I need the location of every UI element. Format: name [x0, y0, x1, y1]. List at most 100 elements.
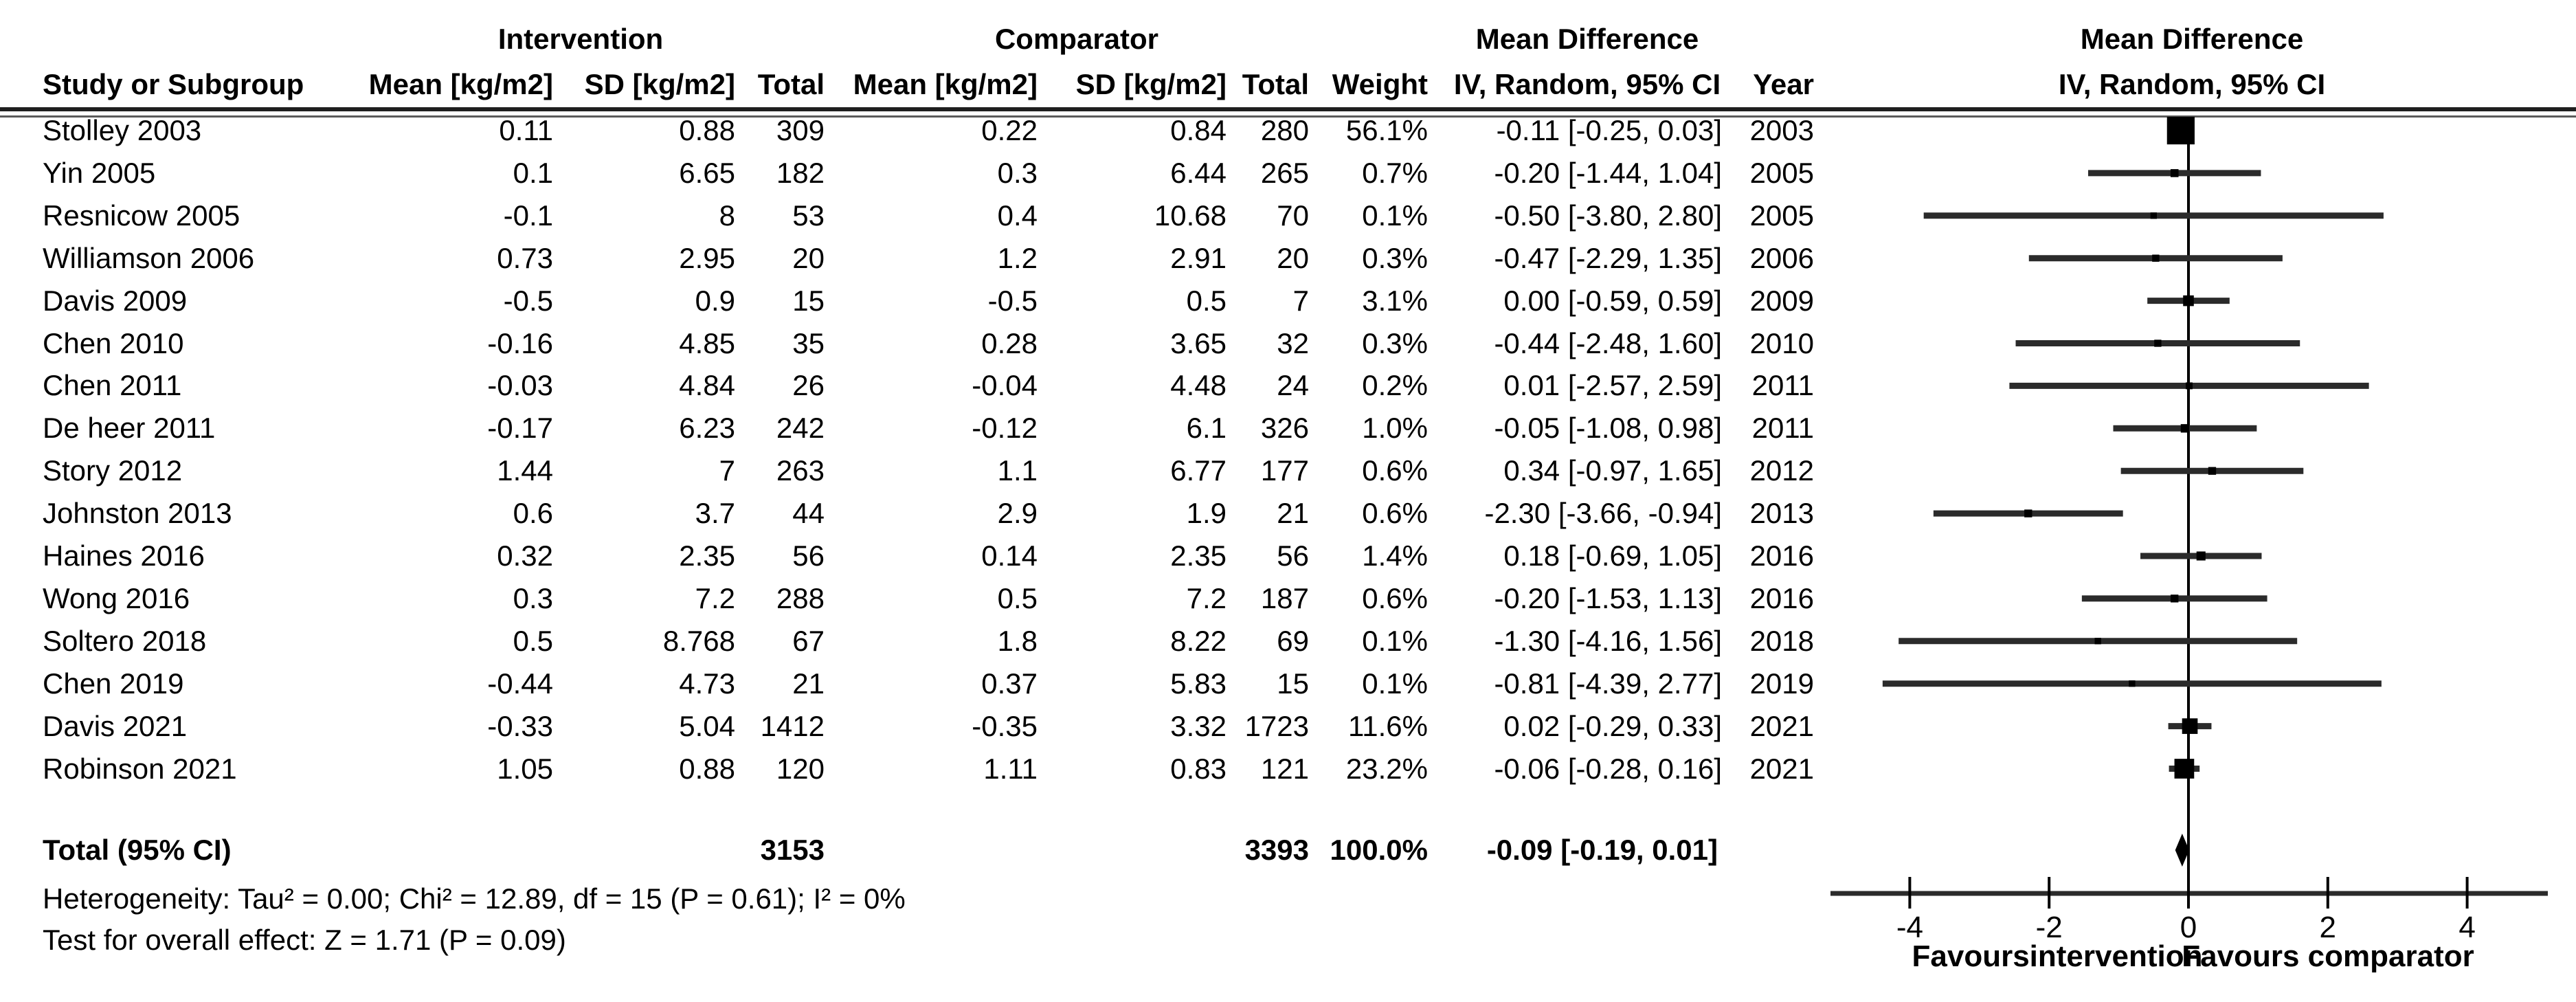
study-name: Story 2012	[43, 454, 183, 487]
cell-comparator-sd: 3.32	[1170, 709, 1227, 742]
cell-weight: 23.2%	[1345, 752, 1428, 785]
cell-intervention-total: 67	[792, 624, 825, 657]
total-row-weight: 100.0%	[1330, 834, 1428, 866]
cell-intervention-sd: 0.88	[679, 114, 735, 146]
cell-comparator-total: 70	[1277, 199, 1309, 232]
cell-year: 2003	[1749, 114, 1814, 146]
cell-weight: 0.1%	[1362, 667, 1428, 700]
cell-intervention-sd: 7.2	[695, 581, 735, 614]
effect-square	[2154, 339, 2162, 347]
cell-year: 2010	[1749, 326, 1814, 359]
cell-comparator-mean: 2.9	[997, 497, 1038, 530]
cell-comparator-total: 1723	[1244, 709, 1309, 742]
cell-comparator-total: 15	[1277, 667, 1309, 700]
cell-comparator-mean: 0.3	[997, 156, 1038, 189]
cell-intervention-total: 56	[792, 539, 825, 572]
pooled-diamond	[2175, 834, 2190, 867]
cell-intervention-mean: 1.05	[497, 752, 553, 785]
effect-square	[2150, 212, 2157, 219]
cell-comparator-sd: 7.2	[1186, 581, 1227, 614]
cell-weight: 1.0%	[1362, 412, 1428, 445]
study-name: Haines 2016	[43, 539, 205, 572]
study-name: Soltero 2018	[43, 624, 207, 657]
column-header-intervention-mean: Mean [kg/m2]	[368, 68, 553, 100]
cell-year: 2013	[1749, 497, 1814, 530]
study-name: Davis 2021	[43, 709, 188, 742]
cell-comparator-sd: 3.65	[1170, 326, 1227, 359]
column-header-mean-difference: Mean Difference	[1475, 23, 1699, 55]
cell-comparator-mean: 1.11	[983, 752, 1038, 785]
cell-effect-ci: -2.30 [-3.66, -0.94]	[1484, 497, 1722, 530]
study-name: Williamson 2006	[43, 241, 255, 274]
cell-intervention-total: 21	[792, 667, 825, 700]
column-header-study: Study or Subgroup	[43, 68, 304, 100]
cell-intervention-mean: -0.5	[503, 284, 553, 317]
heterogeneity-note: Heterogeneity: Tau² = 0.00; Chi² = 12.89…	[43, 882, 906, 915]
effect-square	[2186, 382, 2193, 390]
study-name: Johnston 2013	[43, 497, 232, 530]
cell-intervention-total: 35	[792, 326, 825, 359]
effect-square	[2166, 116, 2195, 145]
study-name: Chen 2010	[43, 326, 184, 359]
cell-effect-ci: -0.06 [-0.28, 0.16]	[1494, 752, 1722, 785]
cell-comparator-total: 326	[1260, 412, 1309, 445]
cell-intervention-total: 53	[792, 199, 825, 232]
column-header-intervention-sd: SD [kg/m2]	[584, 68, 735, 100]
cell-effect-ci: 0.34 [-0.97, 1.65]	[1503, 454, 1722, 487]
cell-intervention-sd: 4.85	[679, 326, 735, 359]
study-name: Wong 2016	[43, 581, 190, 614]
study-name: De heer 2011	[43, 412, 216, 445]
column-header-method-ci: IV, Random, 95% CI	[1453, 68, 1721, 100]
cell-comparator-mean: -0.04	[972, 369, 1038, 402]
cell-intervention-mean: 1.44	[497, 454, 553, 487]
cell-intervention-total: 44	[792, 497, 825, 530]
favours-right-label: Favours comparator	[2182, 939, 2474, 973]
cell-year: 2016	[1749, 539, 1814, 572]
cell-intervention-total: 26	[792, 369, 825, 402]
cell-intervention-mean: 0.3	[513, 581, 553, 614]
cell-year: 2018	[1749, 624, 1814, 657]
column-header-year: Year	[1753, 68, 1814, 100]
x-axis-tick-label: -2	[2035, 911, 2063, 944]
cell-comparator-mean: 1.1	[997, 454, 1038, 487]
cell-intervention-total: 242	[776, 412, 825, 445]
group-header-comparator: Comparator	[994, 23, 1159, 55]
x-axis-tick-label: 2	[2319, 911, 2337, 944]
cell-effect-ci: 0.02 [-0.29, 0.33]	[1503, 709, 1722, 742]
cell-comparator-total: 7	[1292, 284, 1309, 317]
cell-effect-ci: -0.50 [-3.80, 2.80]	[1494, 199, 1722, 232]
effect-square	[2024, 509, 2032, 517]
cell-effect-ci: 0.18 [-0.69, 1.05]	[1503, 539, 1722, 572]
cell-comparator-total: 187	[1260, 581, 1309, 614]
total-row-ci: -0.09 [-0.19, 0.01]	[1486, 834, 1718, 866]
effect-square	[2182, 718, 2198, 734]
favours-left-label: Favoursintervention	[1912, 939, 2203, 973]
cell-year: 2016	[1749, 581, 1814, 614]
cell-weight: 1.4%	[1362, 539, 1428, 572]
cell-intervention-mean: -0.03	[487, 369, 553, 402]
effect-square	[2180, 424, 2190, 433]
cell-intervention-sd: 4.73	[679, 667, 735, 700]
total-row-label: Total (95% CI)	[43, 834, 232, 866]
cell-comparator-total: 21	[1277, 497, 1309, 530]
cell-comparator-mean: -0.5	[987, 284, 1038, 317]
cell-intervention-sd: 2.95	[679, 241, 735, 274]
cell-comparator-sd: 2.91	[1170, 241, 1227, 274]
plot-header-mean-difference: Mean Difference	[2080, 23, 2304, 55]
cell-weight: 0.3%	[1362, 326, 1428, 359]
cell-effect-ci: -1.30 [-4.16, 1.56]	[1494, 624, 1722, 657]
cell-intervention-mean: 0.11	[499, 114, 553, 146]
cell-intervention-total: 309	[776, 114, 825, 146]
cell-intervention-sd: 3.7	[695, 497, 735, 530]
cell-comparator-total: 280	[1260, 114, 1309, 146]
cell-intervention-sd: 6.23	[679, 412, 735, 445]
cell-comparator-total: 265	[1260, 156, 1309, 189]
cell-weight: 0.7%	[1362, 156, 1428, 189]
cell-comparator-mean: 0.4	[997, 199, 1038, 232]
cell-comparator-total: 69	[1277, 624, 1309, 657]
cell-weight: 11.6%	[1348, 709, 1428, 742]
cell-intervention-sd: 2.35	[679, 539, 735, 572]
cell-comparator-sd: 6.44	[1170, 156, 1227, 189]
cell-weight: 0.1%	[1362, 624, 1428, 657]
cell-intervention-mean: -0.44	[487, 667, 553, 700]
